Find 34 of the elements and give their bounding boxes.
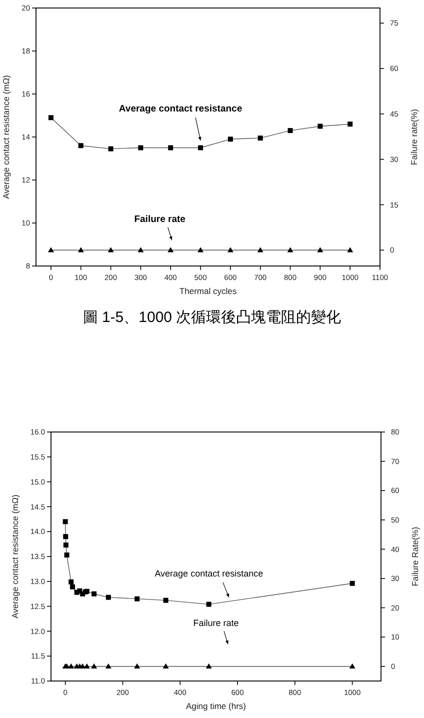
annotation: Average contact resistance xyxy=(118,104,242,115)
point xyxy=(258,136,263,141)
point xyxy=(63,534,68,540)
y-axis-title: Average contact resistance (mΩ) xyxy=(1,74,11,199)
annotation: Failure rate xyxy=(193,618,239,628)
point xyxy=(62,519,68,524)
x-axis-title: Aging time (hrs) xyxy=(186,701,246,711)
point xyxy=(348,122,353,127)
point xyxy=(64,552,70,558)
y2-axis-title: Failure Rate(%) xyxy=(410,526,420,586)
point xyxy=(228,136,233,142)
point xyxy=(63,542,68,548)
point xyxy=(350,580,355,586)
y-axis-title: Average contact resistance (mΩ) xyxy=(10,494,20,618)
point xyxy=(48,115,54,120)
point xyxy=(318,124,323,129)
point xyxy=(206,602,212,607)
y2-axis-title: Failure rate(%) xyxy=(409,108,419,166)
point xyxy=(168,145,174,150)
point xyxy=(78,143,84,148)
point xyxy=(163,598,168,603)
caption: 圖 1-5、1000 次循環後凸塊電阻的變化 xyxy=(82,309,342,326)
point xyxy=(198,145,204,150)
annotation: Average contact resistance xyxy=(154,568,264,578)
point xyxy=(108,146,114,152)
point xyxy=(70,584,76,590)
point xyxy=(134,596,140,602)
point xyxy=(138,145,144,150)
annotation: Failure rate xyxy=(134,214,186,226)
point xyxy=(106,594,111,600)
point xyxy=(68,579,74,584)
point xyxy=(92,591,97,596)
x-axis-title: Thermal cycles xyxy=(179,286,237,296)
point xyxy=(288,128,293,134)
